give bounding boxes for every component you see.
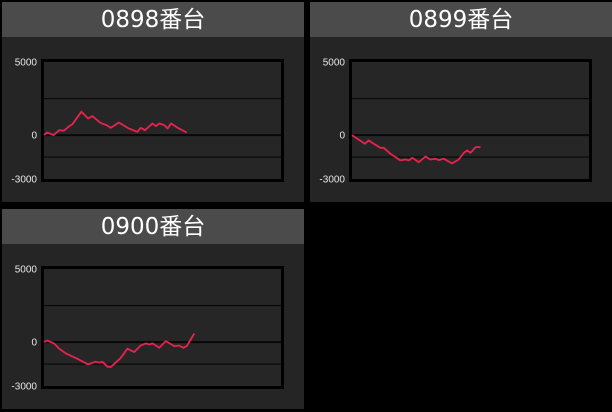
data-series-line [43,110,188,136]
machine-graph-panel[interactable]: 0899番台 5000 0 -3000 [310,2,612,202]
y-tick-label: 5000 [15,265,38,276]
plot-area [349,59,592,182]
machine-graph-panel[interactable]: 0900番台 5000 0 -3000 [2,209,304,409]
y-tick-label: 0 [31,338,37,349]
line-chart: 5000 0 -3000 [11,265,284,393]
plot-area [41,59,284,182]
panel-title: 0899番台 [310,2,612,37]
machine-graph-panel[interactable]: 0898番台 5000 0 -3000 [2,2,304,202]
y-tick-label: 5000 [15,58,38,69]
y-tick-label: 5000 [323,58,346,69]
y-tick-label: 0 [339,131,345,142]
y-tick-label: -3000 [11,382,37,393]
y-tick-label: -3000 [319,175,345,186]
y-tick-label: -3000 [11,175,37,186]
line-chart: 5000 0 -3000 [319,58,592,186]
panel-title: 0898番台 [2,2,304,37]
data-series-line [351,134,481,165]
panel-title: 0900番台 [2,209,304,244]
data-series-line [43,333,196,368]
y-tick-label: 0 [31,131,37,142]
plot-area [41,266,284,389]
line-chart: 5000 0 -3000 [11,58,284,186]
